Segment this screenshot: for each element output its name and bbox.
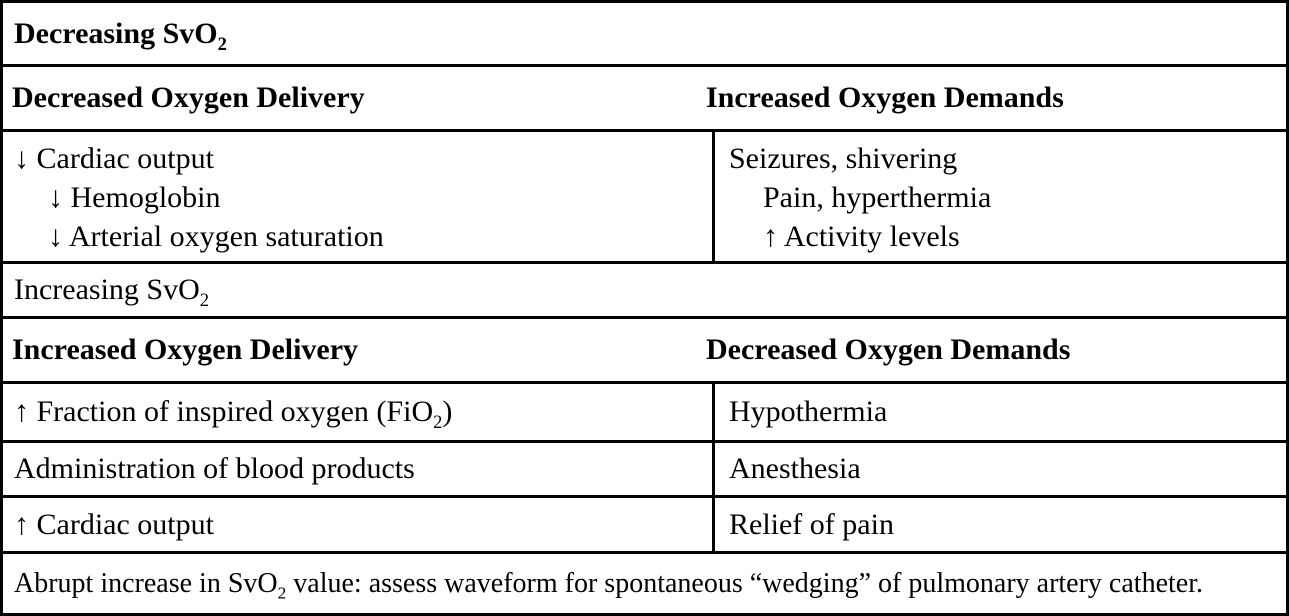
- row-decreasing-headers: Decreased Oxygen Delivery Increased Oxyg…: [3, 67, 1286, 132]
- row-footer-note: Abrupt increase in SvO2 value: assess wa…: [3, 554, 1286, 613]
- header-increased-demands-cell: Increased Oxygen Demands: [706, 67, 1286, 129]
- footer-note-cell: Abrupt increase in SvO2 value: assess wa…: [3, 554, 1286, 613]
- row-decreasing-causes: ↓ Cardiac output ↓ Hemoglobin ↓ Arterial…: [3, 132, 1286, 264]
- hypothermia-cell: Hypothermia: [715, 384, 1286, 440]
- fio2-cell: ↑ Fraction of inspired oxygen (FiO2): [3, 384, 715, 440]
- row-increasing-banner: Increasing SvO2: [3, 264, 1286, 319]
- anesthesia-cell: Anesthesia: [715, 443, 1286, 495]
- delivery-causes-cell: ↓ Cardiac output ↓ Hemoglobin ↓ Arterial…: [3, 132, 715, 261]
- header-decreased-demands: Decreased Oxygen Demands: [706, 333, 1071, 366]
- fio2-text: ↑ Fraction of inspired oxygen (FiO2): [14, 395, 453, 433]
- header-increased-demands: Increased Oxygen Demands: [706, 81, 1064, 114]
- cause-pain-hyperthermia: Pain, hyperthermia: [763, 181, 992, 214]
- cause-hemoglobin-down: ↓ Hemoglobin: [48, 181, 221, 214]
- row-cardiac-output-relief: ↑ Cardiac output Relief of pain: [3, 498, 1286, 554]
- anesthesia-text: Anesthesia: [729, 452, 861, 485]
- header-decreased-delivery-cell: Decreased Oxygen Delivery: [3, 67, 706, 129]
- relief-of-pain-text: Relief of pain: [729, 507, 894, 541]
- header-decreased-demands-cell: Decreased Oxygen Demands: [706, 319, 1286, 381]
- relief-of-pain-cell: Relief of pain: [715, 498, 1286, 551]
- row-blood-products-anesthesia: Administration of blood products Anesthe…: [3, 443, 1286, 498]
- cause-activity-levels-up: ↑ Activity levels: [763, 220, 960, 253]
- decreasing-banner-cell: Decreasing SvO2: [3, 3, 1286, 64]
- row-fio2-hypothermia: ↑ Fraction of inspired oxygen (FiO2) Hyp…: [3, 384, 1286, 443]
- header-increased-delivery-cell: Increased Oxygen Delivery: [3, 319, 706, 381]
- fio2-subscript: 2: [433, 412, 443, 433]
- cardiac-output-up-cell: ↑ Cardiac output: [3, 498, 715, 551]
- cardiac-output-up-text: ↑ Cardiac output: [14, 507, 214, 541]
- decreasing-banner-text: Decreasing SvO2: [14, 16, 227, 55]
- svo2-subscript: 2: [217, 33, 227, 55]
- cause-seizures-shivering: Seizures, shivering: [729, 142, 958, 175]
- header-decreased-delivery: Decreased Oxygen Delivery: [12, 81, 365, 114]
- hypothermia-text: Hypothermia: [729, 395, 888, 428]
- cause-cardiac-output-down: ↓ Cardiac output: [14, 142, 214, 175]
- demand-causes-cell: Seizures, shivering Pain, hyperthermia ↑…: [715, 132, 1286, 261]
- cause-arterial-sat-down: ↓ Arterial oxygen saturation: [48, 220, 384, 253]
- row-increasing-headers: Increased Oxygen Delivery Decreased Oxyg…: [3, 319, 1286, 384]
- svo2-subscript: 2: [199, 290, 210, 311]
- row-decreasing-banner: Decreasing SvO2: [3, 3, 1286, 67]
- header-increased-delivery: Increased Oxygen Delivery: [12, 333, 359, 366]
- blood-products-text: Administration of blood products: [14, 452, 415, 485]
- footer-note-text: Abrupt increase in SvO2 value: assess wa…: [14, 568, 1203, 600]
- blood-products-cell: Administration of blood products: [3, 443, 715, 495]
- increasing-banner-cell: Increasing SvO2: [3, 264, 1286, 316]
- svo2-subscript: 2: [277, 583, 287, 600]
- increasing-banner-text: Increasing SvO2: [14, 273, 210, 311]
